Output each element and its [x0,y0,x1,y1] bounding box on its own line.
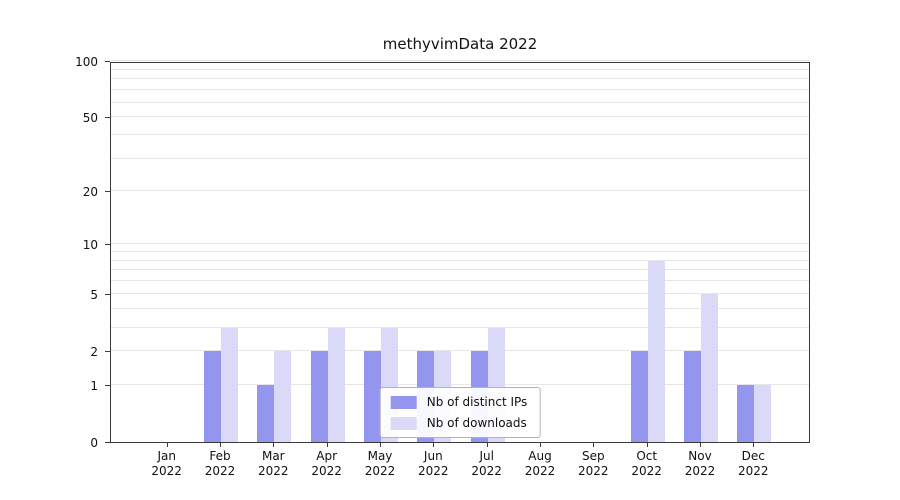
x-tick-label: May 2022 [364,449,396,478]
bar-distinct-ips [257,384,275,442]
bar-distinct-ips [630,351,648,442]
bar-group-dec [737,384,772,442]
legend: Nb of distinct IPs Nb of downloads [379,387,541,438]
gridline [111,189,809,191]
bar-distinct-ips [204,351,221,442]
legend-row-downloads: Nb of downloads [390,416,528,430]
x-tick-mark [540,443,541,447]
x-tick-label: Mar 2022 [258,449,289,478]
legend-swatch-downloads [390,416,417,430]
legend-swatch-distinct-ips [390,395,417,409]
x-tick-label: Nov 2022 [684,449,716,478]
gridline [111,280,809,282]
x-tick-mark [646,443,648,447]
gridline [111,269,809,271]
y-tick-mark [105,244,110,245]
y-tick-mark [105,442,110,443]
x-tick-mark [166,443,168,447]
gridline [111,101,809,103]
bar-distinct-ips [737,384,755,442]
gridline [111,243,809,244]
x-tick-mark [220,443,221,447]
gridline [111,383,809,385]
y-tick-mark [105,384,110,386]
gridline [111,308,809,310]
bar-downloads [327,327,345,442]
bar-downloads [647,260,665,442]
legend-label-distinct-ips: Nb of distinct IPs [426,395,528,409]
y-tick-label: 0 [90,436,98,450]
x-axis-labels: Jan 2022 Feb 2022 Mar 2022 Apr 2022 May 2022 Jun 20… [110,449,810,485]
x-tick-label: Aug 2022 [524,449,556,478]
bar-group-apr [310,327,345,442]
gridline [111,134,809,136]
bar-distinct-ips [684,351,701,442]
bar-distinct-ips [364,351,381,442]
x-tick-label: Jan 2022 [151,449,182,478]
gridline [111,60,809,61]
x-axis-ticks [110,443,810,448]
gridline [111,293,809,295]
x-tick-label: Dec 2022 [738,449,769,478]
y-tick-label: 20 [82,184,98,199]
x-tick-mark [486,443,488,447]
legend-label-downloads: Nb of downloads [426,416,527,430]
x-tick-label: Sep 2022 [578,449,609,478]
x-tick-label: Apr 2022 [311,449,342,478]
y-tick-label: 100 [75,55,98,69]
bar-group-nov [684,294,718,442]
y-tick-mark [105,351,110,353]
x-tick-label: Jun 2022 [418,449,449,478]
bar-downloads [274,351,292,442]
y-tick-label: 50 [82,111,98,126]
bar-downloads [221,327,238,442]
x-tick-mark [380,443,381,447]
y-tick-label: 5 [90,288,98,303]
bar-distinct-ips [310,351,328,442]
x-tick-mark [753,443,755,447]
y-tick-mark [105,190,110,192]
gridline [111,250,809,252]
y-tick-mark [105,294,110,296]
x-tick-mark [326,443,328,447]
y-axis-labels: 0 1 2 5 10 20 50 100 [0,55,104,450]
gridline [111,89,809,91]
y-tick-label: 2 [90,345,98,360]
y-tick-label: 1 [90,378,98,393]
bar-downloads [754,384,772,442]
gridline [111,259,809,261]
gridline [111,326,809,328]
bar-group-mar [257,351,292,442]
x-tick-mark [273,443,275,447]
x-tick-label: Oct 2022 [631,449,662,478]
chart-title: methyvimData 2022 [382,35,538,53]
gridline [111,116,809,118]
x-tick-label: Feb 2022 [204,449,236,478]
x-tick-mark [700,443,701,447]
y-tick-label: 10 [82,238,98,252]
x-tick-mark [433,443,435,447]
bar-group-feb [204,327,238,442]
y-axis-ticks [105,61,110,443]
bar-group-oct [630,260,665,442]
gridline [111,78,809,80]
gridline [111,350,809,352]
gridline [111,68,809,70]
bar-downloads [701,294,718,442]
gridline [111,157,809,159]
plot-area: Nb of distinct IPs Nb of downloads [110,60,810,443]
x-tick-label: Jul 2022 [471,449,502,478]
legend-row-distinct-ips: Nb of distinct IPs [390,395,528,409]
x-tick-mark [593,443,595,447]
y-tick-mark [105,117,110,119]
y-tick-mark [105,61,110,62]
